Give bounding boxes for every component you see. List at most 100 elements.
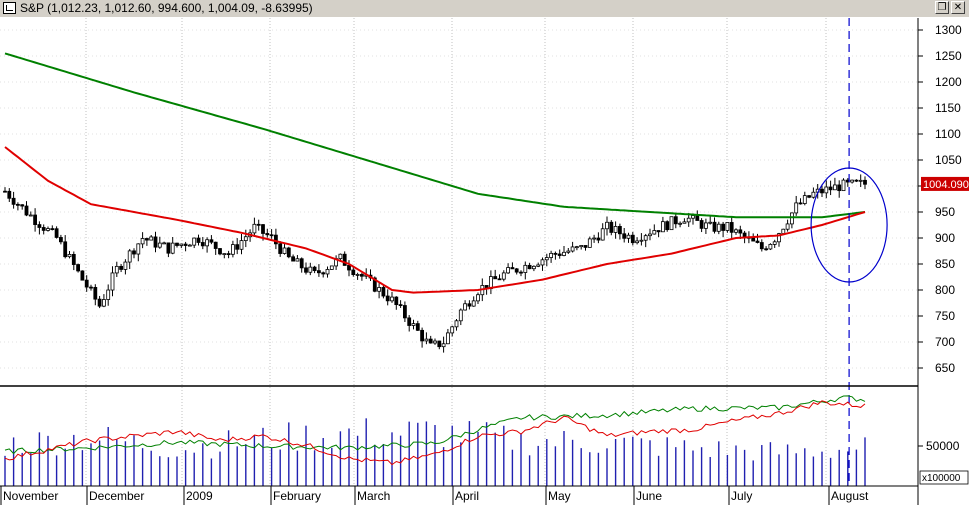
candle-body (76, 264, 80, 272)
candle-body (351, 269, 356, 275)
candle-body (544, 257, 549, 261)
candle-body (37, 224, 42, 228)
candle-body (553, 252, 558, 255)
candle-body (377, 287, 382, 292)
candle-body (618, 226, 622, 235)
candle-body (630, 234, 635, 244)
y-tick-label: 850 (935, 257, 955, 271)
candle-body (669, 216, 674, 231)
candle-body (824, 186, 829, 194)
candle-body (63, 241, 68, 258)
y-tick-label: 1100 (935, 127, 961, 141)
candle-body (557, 253, 562, 256)
candle-body (798, 202, 803, 205)
candle-body (304, 267, 308, 273)
candle-body (170, 242, 175, 254)
candle-body (540, 259, 545, 266)
candle-body (592, 237, 596, 240)
restore-button[interactable]: ❐ (935, 1, 949, 14)
candle-body (643, 235, 648, 241)
candle-body (708, 221, 713, 224)
window-titlebar: S&P (1,012.23, 1,012.60, 994.600, 1,004.… (0, 0, 969, 18)
candle-body (114, 265, 119, 274)
candle-body (777, 233, 781, 243)
candle-body (850, 179, 854, 183)
candle-body (450, 326, 455, 334)
candle-body (196, 237, 201, 243)
candle-body (256, 223, 261, 226)
candle-body (734, 229, 738, 233)
candle-body (437, 340, 442, 348)
candle-body (291, 256, 296, 262)
candle-body (213, 241, 218, 249)
candle-body (682, 221, 687, 224)
volume-tick-label: 50000 (926, 439, 960, 453)
candle-body (89, 286, 93, 289)
candle-body (471, 300, 476, 307)
candle-body (536, 264, 541, 267)
candle-body (24, 205, 29, 216)
x-tick-label: April (455, 489, 479, 503)
candle-body (200, 242, 205, 247)
candle-body (278, 243, 283, 254)
candle-body (329, 265, 334, 270)
candle-body (691, 215, 695, 219)
candle-body (562, 251, 566, 256)
candle-body (454, 320, 459, 328)
candle-body (127, 250, 132, 263)
chart-background (0, 17, 969, 506)
y-tick-label: 1050 (935, 153, 962, 167)
y-tick-label: 900 (935, 231, 955, 245)
chart-window-icon (3, 2, 16, 14)
candle-body (119, 265, 123, 270)
x-tick-label: May (548, 489, 571, 503)
candle-body (20, 204, 25, 207)
candle-body (514, 268, 519, 273)
candle-body (566, 250, 571, 253)
candle-body (596, 237, 601, 241)
candle-body (854, 179, 859, 182)
candle-body (239, 240, 244, 250)
candle-body (166, 242, 171, 254)
candle-body (519, 271, 523, 274)
candle-body (704, 222, 708, 229)
candle-body (149, 236, 154, 241)
candle-body (179, 243, 184, 246)
candle-body (140, 238, 145, 245)
candle-body (532, 265, 536, 270)
candle-body (308, 266, 313, 273)
candle-body (506, 267, 511, 274)
x-tick-label: July (731, 489, 752, 503)
candle-body (661, 221, 665, 233)
candle-body (579, 245, 584, 248)
x-tick-label: 2009 (186, 489, 213, 503)
candle-body (420, 329, 425, 342)
candle-body (445, 332, 450, 345)
candle-body (721, 223, 725, 231)
candle-body (411, 323, 416, 326)
candle-body (764, 248, 768, 251)
y-tick-label: 1250 (935, 49, 962, 63)
y-tick-label: 1200 (935, 75, 962, 89)
candle-body (790, 212, 794, 225)
candle-body (751, 237, 756, 242)
y-tick-label: 650 (935, 361, 955, 375)
candle-body (510, 267, 515, 270)
candle-body (699, 220, 704, 229)
candle-body (162, 242, 167, 245)
candle-body (428, 338, 433, 344)
close-button[interactable]: ✕ (951, 1, 965, 14)
candle-body (415, 323, 420, 331)
price-panel (3, 18, 888, 486)
candle-body (144, 238, 149, 241)
window-title: S&P (1,012.23, 1,012.60, 994.600, 1,004.… (20, 1, 313, 15)
candle-body (527, 264, 532, 270)
candle-body (648, 233, 652, 237)
candle-body (433, 340, 437, 344)
candle-body (261, 224, 265, 234)
candle-body (712, 221, 717, 232)
x-tick-label: February (273, 489, 321, 503)
candle-body (407, 317, 412, 326)
candle-body (402, 305, 407, 319)
candle-body (493, 276, 498, 280)
